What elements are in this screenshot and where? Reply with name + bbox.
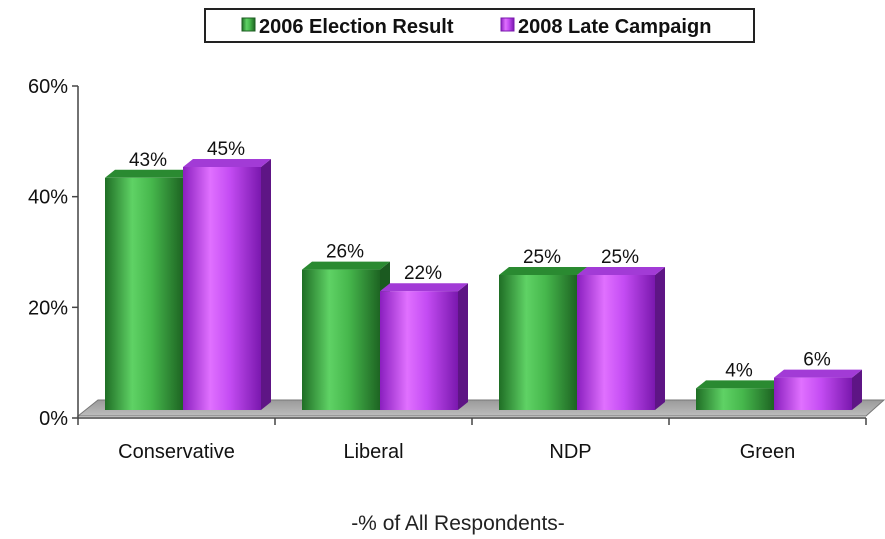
bar-top-face: [774, 369, 862, 378]
bar-side-face: [458, 283, 468, 410]
data-label: 4%: [725, 360, 753, 381]
x-axis-label: -% of All Respondents-: [351, 512, 565, 535]
data-label: 45%: [207, 139, 245, 160]
bar-top-face: [380, 283, 468, 292]
bars: 43% 45% 26% 22% 25% 25% 4% 6%: [105, 139, 862, 410]
bar-green-2008: 6%: [774, 350, 862, 410]
chart-floor: [76, 399, 885, 417]
data-label: 26%: [326, 242, 364, 263]
bar-side-face: [655, 267, 665, 410]
bar-front-face: [774, 377, 852, 410]
bar-front-face: [183, 167, 261, 410]
legend-box: [204, 8, 755, 43]
x-axis-ticks: [77, 418, 867, 425]
bar-top-face: [183, 159, 271, 167]
y-tick-label: 40%: [28, 187, 68, 209]
bar-front-face: [499, 275, 577, 410]
data-label: 6%: [803, 350, 831, 371]
legend: 2006 Election Result 2008 Late Campaign: [204, 8, 755, 43]
x-tick-label: Conservative: [118, 441, 235, 463]
data-label: 25%: [523, 247, 561, 268]
bar-front-face: [105, 177, 183, 410]
plot-area: 0% 20% 40% 60% 43% 45% 26% 22% 25% 25% 4% 6% Conse…: [28, 76, 885, 463]
bar-top-face: [696, 380, 784, 389]
bar-side-face: [852, 369, 862, 410]
y-tick-label: 60%: [28, 76, 68, 98]
bar-side-face: [261, 159, 271, 410]
bar-top-face: [577, 267, 665, 275]
bar-ndp-2006: 25%: [499, 247, 587, 410]
bar-liberal-2006: 26%: [302, 242, 390, 410]
data-label: 25%: [601, 247, 639, 268]
legend-label-2006: 2006 Election Result: [259, 16, 454, 38]
bar-front-face: [577, 275, 655, 410]
bar-top-face: [302, 261, 390, 270]
bar-green-2006: 4%: [696, 360, 784, 410]
bar-ndp-2008: 25%: [577, 247, 665, 410]
bar-conservative-2008: 45%: [183, 139, 271, 410]
bar-conservative-2006: 43%: [105, 150, 193, 410]
y-tick-label: 20%: [28, 297, 68, 319]
legend-label-2008: 2008 Late Campaign: [518, 16, 711, 38]
bar-liberal-2008: 22%: [380, 263, 468, 410]
legend-swatch-2006: [241, 17, 256, 32]
y-tick-label: 0%: [39, 408, 68, 430]
data-label: 22%: [404, 263, 442, 284]
x-tick-label: Green: [740, 441, 796, 463]
category-labels: Conservative Liberal NDP Green: [118, 441, 795, 463]
legend-swatch-2008: [500, 17, 515, 32]
x-tick-label: NDP: [549, 441, 591, 463]
bar-front-face: [380, 291, 458, 410]
bar-front-face: [696, 388, 774, 410]
bar-top-face: [499, 267, 587, 275]
bar-front-face: [302, 269, 380, 410]
x-tick-label: Liberal: [343, 441, 403, 463]
y-axis-ticks: 0% 20% 40% 60%: [28, 76, 78, 430]
bar-top-face: [105, 169, 193, 178]
data-label: 43%: [129, 150, 167, 171]
